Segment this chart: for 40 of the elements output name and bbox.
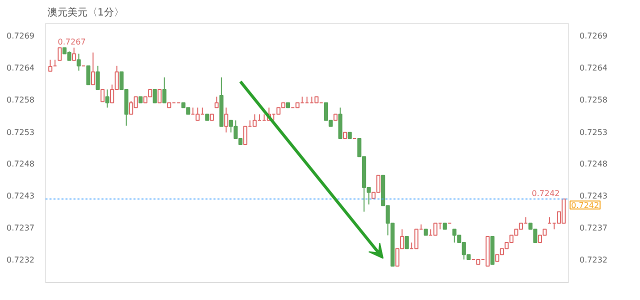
candlestick bbox=[224, 107, 228, 133]
candlestick bbox=[48, 59, 52, 72]
y-tick-label: 0.7258 bbox=[6, 96, 35, 105]
y-tick-label: 0.7264 bbox=[6, 64, 35, 73]
y2-tick-label: 0.7258 bbox=[580, 96, 608, 105]
y-tick-label: 0.7269 bbox=[6, 32, 35, 41]
candlestick bbox=[152, 88, 157, 104]
candlestick bbox=[86, 65, 90, 86]
candlestick bbox=[252, 114, 257, 127]
y-tick-label: 0.7237 bbox=[6, 223, 35, 232]
candlestick bbox=[433, 222, 438, 236]
candlestick bbox=[158, 88, 162, 104]
candlestick bbox=[96, 65, 100, 90]
candlestick bbox=[100, 88, 105, 102]
chart-title: 澳元美元〈1分〉 bbox=[48, 6, 124, 18]
y-tick-label: 0.7253 bbox=[6, 128, 35, 137]
candlestick bbox=[214, 96, 219, 108]
candlestick bbox=[404, 236, 409, 250]
candlestick bbox=[414, 228, 418, 250]
candlestick bbox=[243, 126, 248, 146]
y2-tick-label: 0.7269 bbox=[580, 32, 608, 41]
y-tick-label: 0.7243 bbox=[6, 191, 35, 200]
candlestick bbox=[162, 76, 166, 104]
candlestick bbox=[91, 52, 96, 86]
candlestick bbox=[105, 88, 110, 108]
candlestick bbox=[196, 107, 200, 121]
y2-tick-label: 0.7253 bbox=[580, 128, 608, 137]
candlestick bbox=[58, 47, 62, 61]
ref-line-label: 0.7242 bbox=[571, 200, 600, 210]
y2-tick-label: 0.7248 bbox=[580, 159, 608, 168]
y2-tick-label: 0.7237 bbox=[580, 223, 608, 232]
y2-tick-label: 0.7232 bbox=[580, 256, 608, 265]
candlestick bbox=[76, 53, 81, 72]
y-tick-label: 0.7248 bbox=[6, 159, 35, 168]
candlestick bbox=[72, 47, 76, 61]
y2-tick-label: 0.7243 bbox=[580, 191, 608, 200]
annotation: 0.7267 bbox=[58, 38, 86, 47]
annotation: 0.7242 bbox=[532, 188, 560, 198]
y2-tick-label: 0.7264 bbox=[580, 64, 608, 73]
y-tick-label: 0.7232 bbox=[6, 256, 35, 265]
